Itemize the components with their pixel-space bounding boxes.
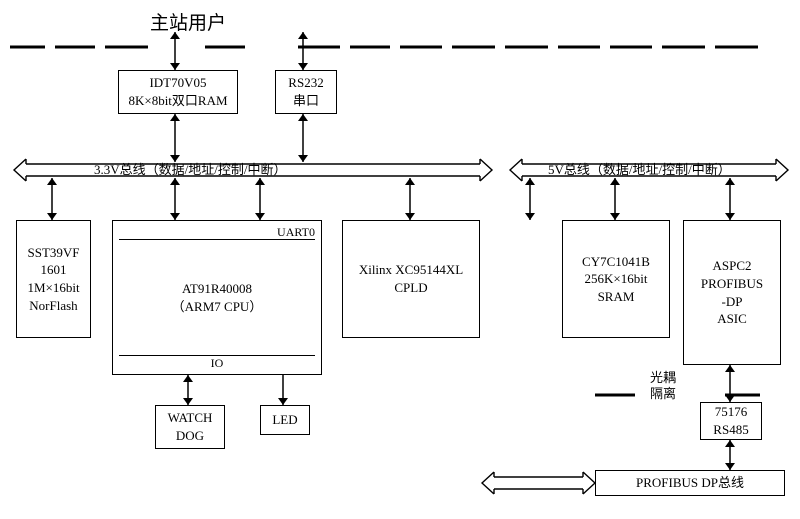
svg-text:3.3V总线（数据/地址/控制/中断）: 3.3V总线（数据/地址/控制/中断） [94, 162, 286, 177]
node-norflash: SST39VF16011M×16bitNorFlash [16, 220, 91, 338]
node-rs232: RS232串口 [275, 70, 337, 114]
diagram-title: 主站用户 [150, 8, 226, 35]
node-cpld: Xilinx XC95144XLCPLD [342, 220, 480, 338]
node-aspc2: ASPC2PROFIBUS-DPASIC [683, 220, 781, 365]
node-sram: CY7C1041B256K×16bitSRAM [562, 220, 670, 338]
svg-text:5V总线（数据/地址/控制/中断）: 5V总线（数据/地址/控制/中断） [548, 162, 731, 177]
label-optocoupler: 光耦隔离 [650, 370, 676, 401]
node-profibus-dp-bus: PROFIBUS DP总线 [595, 470, 785, 496]
node-watchdog: WATCHDOG [155, 405, 225, 449]
node-led: LED [260, 405, 310, 435]
node-idt70v05: IDT70V058K×8bit双口RAM [118, 70, 238, 114]
node-rs485: 75176RS485 [700, 402, 762, 440]
node-arm7-cpu: AT91R40008（ARM7 CPU）UART0IO [112, 220, 322, 375]
